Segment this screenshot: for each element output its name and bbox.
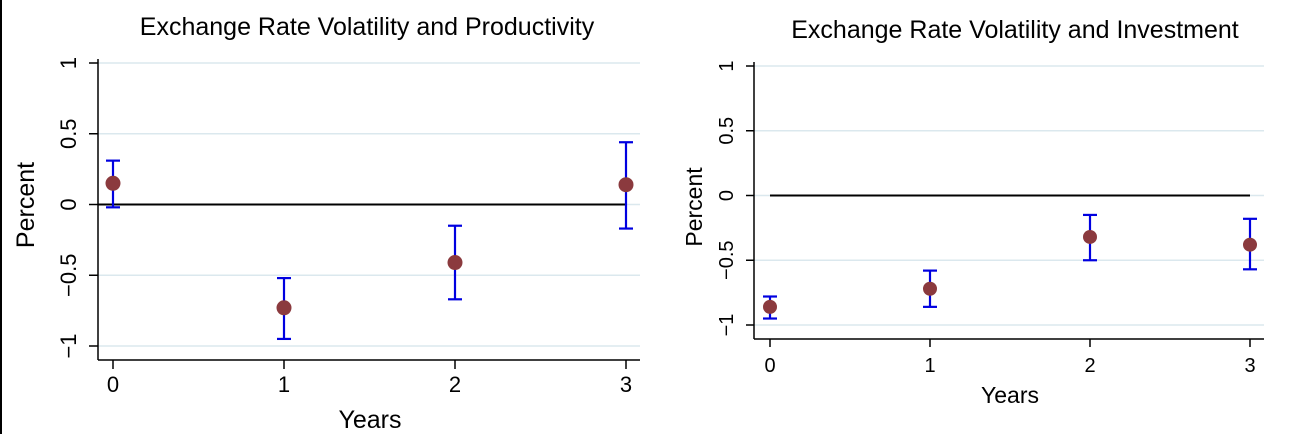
chart-2-axes: 1 0.5 0 −0.5 −1 0 1 2 3 xyxy=(716,60,1264,377)
chart-2-point xyxy=(923,281,937,296)
chart-1-x-tick-label: 3 xyxy=(620,372,632,397)
chart-1-xlabel: Years xyxy=(338,406,401,434)
chart-2-xlabel: Years xyxy=(981,382,1039,408)
chart-2-point xyxy=(1083,229,1097,244)
chart-2-point xyxy=(1243,237,1257,252)
chart-1-point xyxy=(447,255,463,271)
chart-1-x-tick-label: 2 xyxy=(449,372,461,397)
chart-2-marks xyxy=(763,194,1257,320)
chart-1-x-tick-label: 0 xyxy=(107,372,119,397)
chart-2-y-tick-label: 0 xyxy=(716,190,738,201)
chart-2-ylabel: Percent xyxy=(681,167,707,247)
chart-1-x-tick-label: 1 xyxy=(278,372,290,397)
chart-1-point xyxy=(618,177,634,193)
chart-2-point xyxy=(763,299,777,314)
chart-2-y-tick-label: 1 xyxy=(716,60,738,71)
chart-1-point xyxy=(276,300,292,316)
chart-investment: Exchange Rate Volatility and Investment … xyxy=(681,16,1264,408)
chart-productivity: Exchange Rate Volatility and Productivit… xyxy=(12,13,640,434)
chart-2-x-tick-label: 1 xyxy=(924,355,935,377)
chart-1-y-tick-label: −0.5 xyxy=(56,254,81,297)
chart-1-title: Exchange Rate Volatility and Productivit… xyxy=(140,13,595,41)
chart-1-y-tick-label: −1 xyxy=(56,333,81,358)
chart-1-y-tick-label: 1 xyxy=(56,57,81,69)
chart-1-axes: 1 0.5 0 −0.5 −1 0 1 2 3 xyxy=(56,57,640,397)
chart-2-x-tick-label: 3 xyxy=(1244,355,1255,377)
chart-1-y-tick-label: 0.5 xyxy=(56,118,81,149)
chart-1-marks xyxy=(98,141,634,341)
chart-2-y-tick-label: 0.5 xyxy=(716,117,738,145)
chart-2-title: Exchange Rate Volatility and Investment xyxy=(791,16,1239,44)
chart-1-point xyxy=(105,175,121,191)
chart-1-ylabel: Percent xyxy=(12,162,40,248)
chart-2-x-tick-label: 0 xyxy=(764,355,775,377)
chart-2-y-tick-label: −1 xyxy=(716,314,738,337)
chart-2-x-tick-label: 2 xyxy=(1084,355,1095,377)
chart-2-y-tick-label: −0.5 xyxy=(716,241,738,280)
chart-1-y-tick-label: 0 xyxy=(56,198,81,210)
